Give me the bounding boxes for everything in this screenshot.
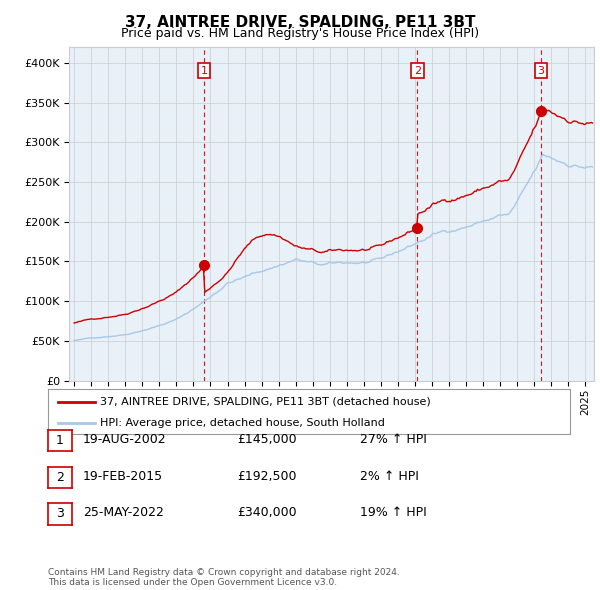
Text: 3: 3 xyxy=(56,507,64,520)
Text: 19-AUG-2002: 19-AUG-2002 xyxy=(83,433,166,446)
Text: HPI: Average price, detached house, South Holland: HPI: Average price, detached house, Sout… xyxy=(100,418,385,428)
Text: 3: 3 xyxy=(538,65,545,76)
Text: 37, AINTREE DRIVE, SPALDING, PE11 3BT (detached house): 37, AINTREE DRIVE, SPALDING, PE11 3BT (d… xyxy=(100,397,431,407)
Text: Price paid vs. HM Land Registry's House Price Index (HPI): Price paid vs. HM Land Registry's House … xyxy=(121,27,479,40)
Text: This data is licensed under the Open Government Licence v3.0.: This data is licensed under the Open Gov… xyxy=(48,578,337,587)
Text: £192,500: £192,500 xyxy=(237,470,296,483)
Text: 1: 1 xyxy=(200,65,208,76)
Text: 1: 1 xyxy=(56,434,64,447)
Text: 19-FEB-2015: 19-FEB-2015 xyxy=(83,470,163,483)
Text: 25-MAY-2022: 25-MAY-2022 xyxy=(83,506,164,519)
Text: 27% ↑ HPI: 27% ↑ HPI xyxy=(360,433,427,446)
Text: 37, AINTREE DRIVE, SPALDING, PE11 3BT: 37, AINTREE DRIVE, SPALDING, PE11 3BT xyxy=(125,15,475,30)
Text: Contains HM Land Registry data © Crown copyright and database right 2024.: Contains HM Land Registry data © Crown c… xyxy=(48,568,400,577)
Text: 19% ↑ HPI: 19% ↑ HPI xyxy=(360,506,427,519)
Text: 2: 2 xyxy=(413,65,421,76)
Text: 2% ↑ HPI: 2% ↑ HPI xyxy=(360,470,419,483)
Text: £145,000: £145,000 xyxy=(237,433,296,446)
Text: £340,000: £340,000 xyxy=(237,506,296,519)
Text: 2: 2 xyxy=(56,471,64,484)
